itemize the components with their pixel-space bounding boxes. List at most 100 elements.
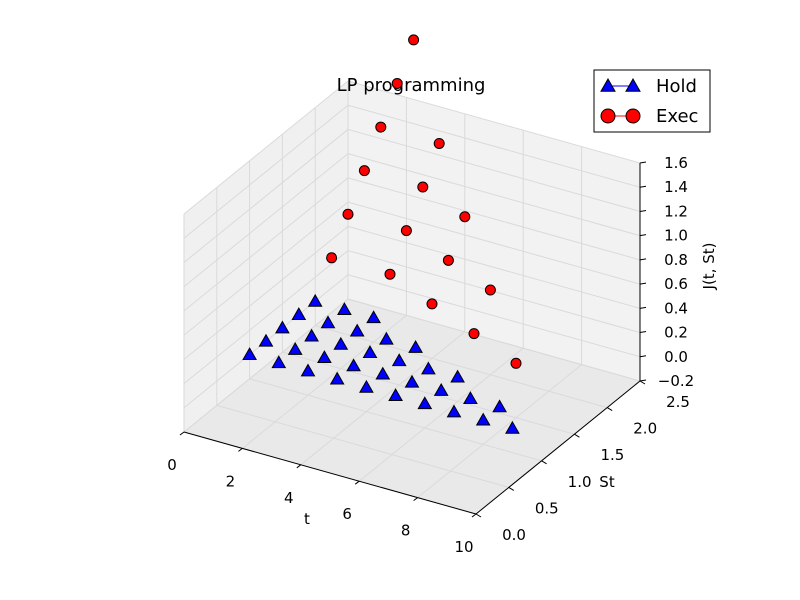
grid-y-floor bbox=[216, 404, 509, 488]
grid-z-back bbox=[347, 104, 641, 188]
back-wall-pane bbox=[348, 81, 640, 381]
y-tick bbox=[508, 486, 515, 491]
hold-point bbox=[300, 363, 316, 377]
grid-z-back bbox=[347, 201, 641, 285]
x-tick-label: 8 bbox=[401, 522, 411, 540]
z-tick-label: 1.6 bbox=[664, 154, 688, 172]
z-tick bbox=[639, 209, 647, 212]
x-tick-label: 4 bbox=[284, 489, 294, 507]
y-tick-label: 1.5 bbox=[600, 446, 624, 464]
grid-z-left bbox=[183, 80, 349, 215]
exec-point bbox=[384, 268, 396, 280]
z-tick-label: 0.2 bbox=[664, 324, 688, 342]
grid-z-left bbox=[183, 153, 349, 288]
grid-z-left bbox=[183, 225, 349, 360]
y-tick bbox=[574, 433, 580, 438]
grid-y-floor bbox=[249, 378, 542, 462]
grid-z-back bbox=[347, 80, 641, 164]
exec-point bbox=[342, 208, 354, 220]
hold-point bbox=[505, 420, 520, 434]
y-axis-label: St bbox=[599, 473, 615, 491]
grid-z-back bbox=[347, 274, 641, 358]
exec-point bbox=[433, 137, 445, 149]
z-tick bbox=[639, 379, 647, 382]
exec-point bbox=[510, 357, 522, 369]
grid-z-back bbox=[347, 128, 641, 212]
grid-z-left bbox=[183, 129, 349, 263]
z-axis-label: J(t, St) bbox=[700, 243, 718, 291]
z-tick bbox=[639, 161, 647, 164]
x-tick-label: 6 bbox=[342, 505, 352, 523]
hold-point bbox=[287, 341, 303, 355]
legend-marker-exec bbox=[625, 108, 641, 124]
hold-point bbox=[417, 396, 433, 410]
z-tick-label: 0.6 bbox=[664, 275, 688, 293]
x-tick bbox=[179, 431, 185, 436]
hold-point bbox=[492, 399, 507, 413]
grid-y-floor bbox=[315, 325, 608, 409]
grid-z-left bbox=[183, 177, 349, 312]
hold-point bbox=[291, 307, 307, 321]
exec-point bbox=[408, 34, 420, 46]
z-tick-label: −0.2 bbox=[658, 372, 694, 390]
x-axis-line bbox=[183, 431, 477, 515]
z-tick-label: 1.4 bbox=[664, 178, 688, 196]
x-tick bbox=[238, 447, 243, 452]
hold-point bbox=[242, 347, 257, 360]
z-tick-label: 0.4 bbox=[664, 299, 688, 317]
x-tick bbox=[354, 480, 360, 485]
z-tick-label: 1.2 bbox=[664, 202, 688, 220]
exec-point bbox=[459, 211, 471, 223]
legend-marker-hold bbox=[600, 77, 616, 92]
hold-point bbox=[433, 382, 449, 396]
grid-z-left bbox=[183, 298, 349, 433]
z-tick-label: 1.0 bbox=[664, 227, 688, 245]
exec-point bbox=[375, 121, 387, 133]
grid-x-floor bbox=[300, 331, 466, 466]
hold-point bbox=[258, 333, 274, 347]
grid-y-floor bbox=[282, 351, 575, 435]
hold-point bbox=[362, 345, 378, 358]
left-wall-pane bbox=[184, 81, 348, 432]
hold-point bbox=[320, 315, 336, 329]
grid-x-floor bbox=[242, 315, 407, 449]
y-axis-line bbox=[475, 380, 641, 515]
exec-point bbox=[426, 298, 438, 310]
z-tick bbox=[639, 234, 647, 237]
hold-point bbox=[317, 350, 332, 364]
z-tick bbox=[639, 258, 647, 261]
legend-marker-hold bbox=[625, 77, 641, 92]
hold-point bbox=[366, 310, 381, 324]
exec-point bbox=[442, 254, 454, 266]
hold-point bbox=[404, 374, 420, 388]
hold-point bbox=[359, 379, 374, 393]
legend-marker-exec bbox=[600, 108, 616, 124]
grid-x-floor bbox=[358, 347, 524, 482]
y-tick bbox=[541, 460, 547, 465]
hold-point bbox=[391, 353, 407, 367]
grid-z-left bbox=[183, 104, 349, 239]
exec-point bbox=[391, 77, 403, 89]
hold-point bbox=[304, 328, 319, 342]
y-tick-label: 2.5 bbox=[666, 393, 690, 411]
y-tick bbox=[606, 407, 613, 412]
hold-point bbox=[333, 336, 349, 350]
grid-z-left bbox=[183, 201, 349, 336]
hold-point bbox=[275, 320, 290, 334]
y-tick-label: 2.0 bbox=[633, 420, 657, 438]
hold-point bbox=[337, 302, 352, 315]
y-tick-label: 0.0 bbox=[502, 526, 526, 544]
grid-z-left bbox=[183, 250, 349, 384]
z-tick bbox=[639, 185, 647, 188]
hold-point bbox=[329, 371, 345, 385]
hold-point bbox=[346, 358, 361, 372]
grid-z-back bbox=[347, 177, 641, 261]
hold-point bbox=[475, 412, 491, 426]
grid-x-floor bbox=[417, 364, 582, 498]
exec-point bbox=[484, 284, 496, 296]
legend-box bbox=[593, 69, 711, 133]
z-tick bbox=[639, 306, 647, 309]
hold-point bbox=[307, 293, 323, 307]
y-tick-label: 0.5 bbox=[535, 499, 559, 517]
